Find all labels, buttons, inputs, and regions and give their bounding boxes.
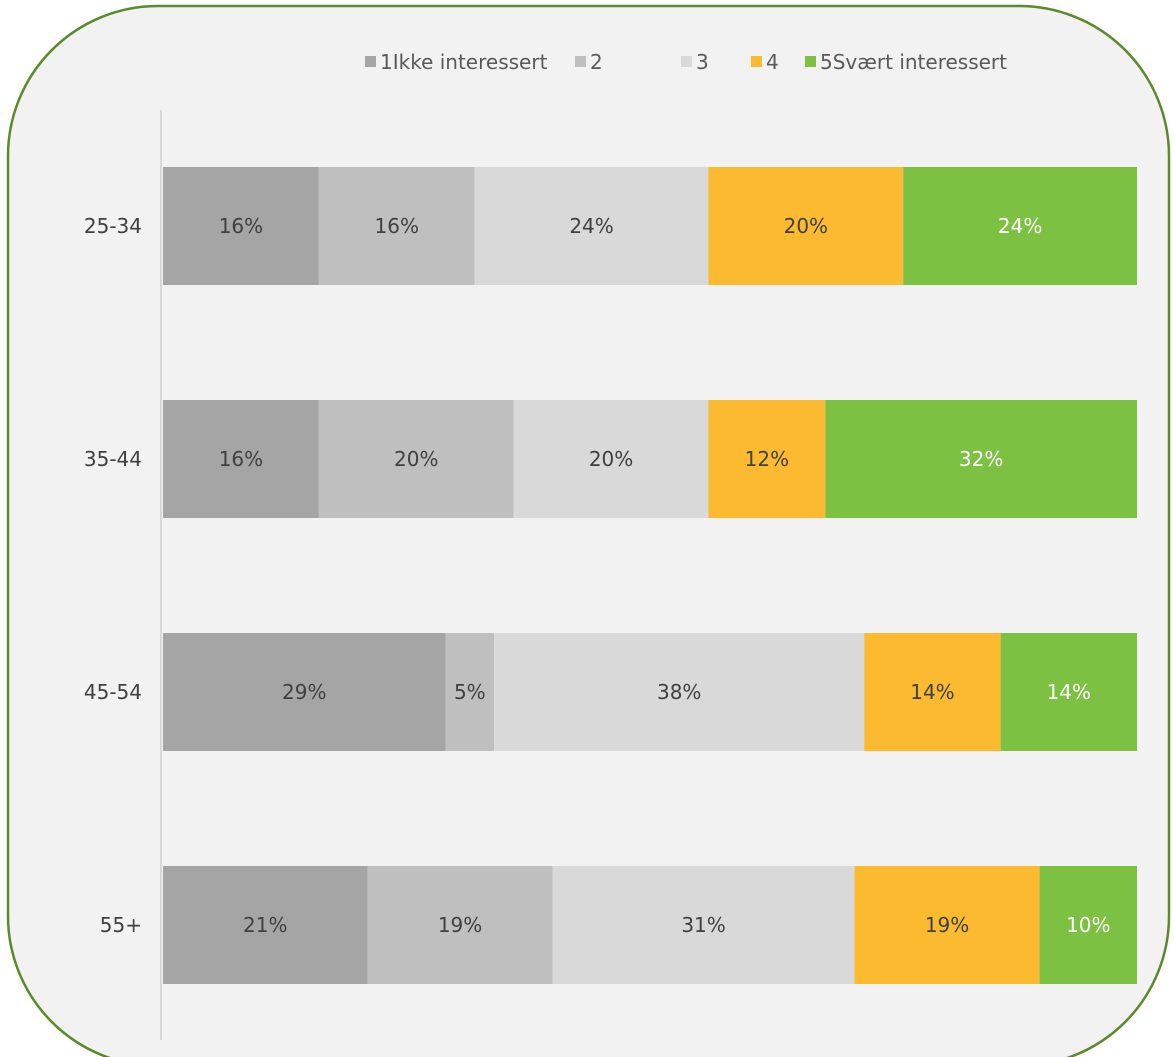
bar-segment (513, 400, 709, 518)
category-label-45-54: 45-54 (84, 680, 142, 704)
data-label: 21% (243, 913, 287, 937)
data-label: 24% (998, 214, 1042, 238)
legend-label-5: 5Svært interessert (820, 50, 1007, 74)
data-label: 16% (219, 447, 263, 471)
data-label: 14% (910, 680, 954, 704)
bar-segment (318, 167, 475, 285)
legend-swatch-2 (575, 56, 586, 67)
bar-segment (494, 633, 865, 751)
data-label: 10% (1066, 913, 1110, 937)
legend-swatch-5 (805, 56, 816, 67)
bar-segment (445, 633, 495, 751)
bar-segment (367, 866, 553, 984)
bar-segment (318, 400, 514, 518)
bar-segment (474, 167, 709, 285)
category-label-25-34: 25-34 (84, 214, 142, 238)
data-label: 32% (959, 447, 1003, 471)
bar-segment (1000, 633, 1137, 751)
data-label: 14% (1047, 680, 1091, 704)
data-label: 29% (282, 680, 326, 704)
legend-label-2: 2 (590, 50, 603, 74)
bar-segment (864, 633, 1001, 751)
bar-segment (552, 866, 855, 984)
legend: 1Ikke interessert 2 3 4 5Svært interessert (365, 50, 1007, 74)
bar-segment (163, 633, 446, 751)
data-label: 19% (925, 913, 969, 937)
data-label: 20% (784, 214, 828, 238)
bar-segment (163, 400, 319, 518)
bar-segment (903, 167, 1137, 285)
legend-swatch-4 (751, 56, 762, 67)
legend-swatch-3 (681, 56, 692, 67)
data-label: 38% (657, 680, 701, 704)
data-label: 31% (681, 913, 725, 937)
legend-swatch-1 (365, 56, 376, 67)
data-label: 16% (375, 214, 419, 238)
category-label-35-44: 35-44 (84, 447, 142, 471)
bar-segment (854, 866, 1040, 984)
legend-label-4: 4 (766, 50, 779, 74)
data-label: 20% (394, 447, 438, 471)
plot-area: 16% 16% 24% 20% 24% 16% 20% 20% 12% 32% 29% 5% 38% 14… (163, 167, 1137, 984)
data-label: 5% (454, 680, 486, 704)
legend-label-3: 3 (696, 50, 709, 74)
data-label: 16% (219, 214, 263, 238)
data-label: 24% (569, 214, 613, 238)
bar-segment (825, 400, 1137, 518)
bar-segment (708, 400, 826, 518)
data-label: 20% (589, 447, 633, 471)
data-label: 19% (438, 913, 482, 937)
bar-segment (163, 866, 368, 984)
bar-segment (1039, 866, 1137, 984)
category-label-55+: 55+ (100, 913, 142, 937)
bar-segment (708, 167, 904, 285)
legend-label-1: 1Ikke interessert (380, 50, 548, 74)
category-axis: 25-34 35-44 45-54 55+ (84, 214, 142, 937)
bar-segment (163, 167, 319, 285)
data-label: 12% (745, 447, 789, 471)
